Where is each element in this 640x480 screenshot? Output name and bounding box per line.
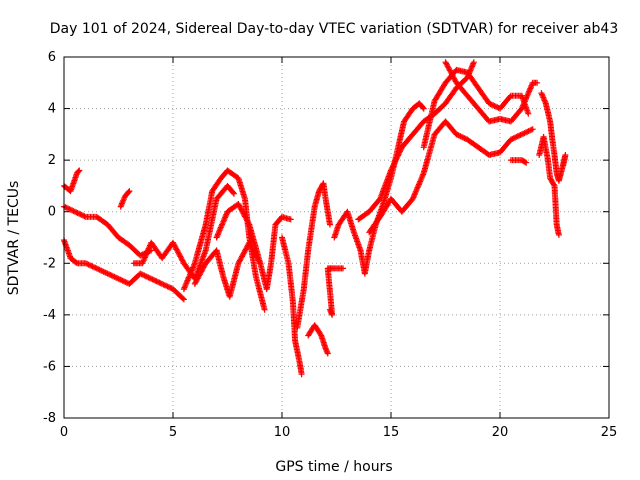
data-point-marker	[512, 134, 518, 141]
data-point-marker	[76, 210, 82, 217]
y-tick-label: -8	[43, 411, 56, 426]
x-tick-label: 25	[601, 425, 618, 440]
x-axis-label: GPS time / hours	[275, 459, 392, 475]
data-point-marker	[419, 104, 426, 111]
data-point-marker	[257, 260, 264, 267]
y-tick-label: 0	[48, 205, 56, 220]
data-point-marker	[458, 133, 465, 140]
data-point-marker	[126, 188, 133, 195]
data-point-marker	[180, 296, 187, 303]
y-axis-label: SDTVAR / TECUs	[6, 181, 22, 296]
data-point-marker	[461, 135, 468, 142]
data-point-marker	[230, 189, 237, 196]
data-point-marker	[327, 221, 333, 228]
data-point-marker	[340, 265, 346, 272]
y-tick-label: 4	[48, 102, 56, 117]
data-point-marker	[179, 295, 186, 302]
data-point-marker	[106, 271, 112, 278]
data-point-marker	[514, 133, 521, 140]
x-tick-label: 10	[274, 425, 291, 440]
x-tick-label: 15	[383, 425, 400, 440]
x-tick-label: 0	[60, 425, 68, 440]
y-tick-label: -6	[43, 359, 56, 374]
data-point-marker	[231, 190, 237, 197]
data-point-marker	[470, 59, 477, 66]
x-tick-label: 20	[492, 425, 509, 440]
data-point-marker	[108, 272, 115, 279]
x-tick-label: 5	[169, 425, 177, 440]
data-point-marker	[317, 331, 324, 338]
data-point-marker	[527, 127, 533, 134]
plot-frame	[63, 56, 610, 419]
data-point-marker	[324, 350, 331, 357]
y-tick-label: 2	[48, 153, 56, 168]
data-point-marker	[524, 128, 531, 135]
data-point-marker	[529, 126, 536, 133]
data-point-marker	[125, 189, 132, 196]
data-point-marker	[101, 269, 108, 276]
data-point-marker	[69, 207, 76, 214]
y-tick-label: -4	[43, 308, 56, 323]
data-point-marker	[534, 79, 541, 86]
data-point-marker	[555, 231, 562, 238]
data-point-marker	[523, 159, 530, 166]
data-point-marker	[66, 206, 73, 213]
data-point-marker	[550, 181, 557, 188]
data-marks	[61, 59, 569, 378]
data-point-marker	[393, 156, 400, 163]
data-point-marker	[420, 105, 427, 112]
data-point-marker	[84, 260, 91, 267]
data-point-marker	[76, 167, 83, 174]
data-point-marker	[156, 279, 163, 286]
data-point-marker	[287, 216, 294, 223]
data-point-marker	[138, 271, 145, 278]
y-tick-label: -2	[43, 256, 56, 271]
data-point-marker	[75, 168, 82, 175]
data-point-marker	[261, 306, 268, 313]
chart-title: Day 101 of 2024, Sidereal Day-to-day VTE…	[50, 21, 619, 37]
data-point-marker	[298, 371, 305, 378]
y-tick-label: 6	[48, 50, 56, 65]
data-point-marker	[509, 135, 516, 142]
data-point-marker	[525, 110, 532, 117]
data-point-marker	[560, 162, 567, 169]
